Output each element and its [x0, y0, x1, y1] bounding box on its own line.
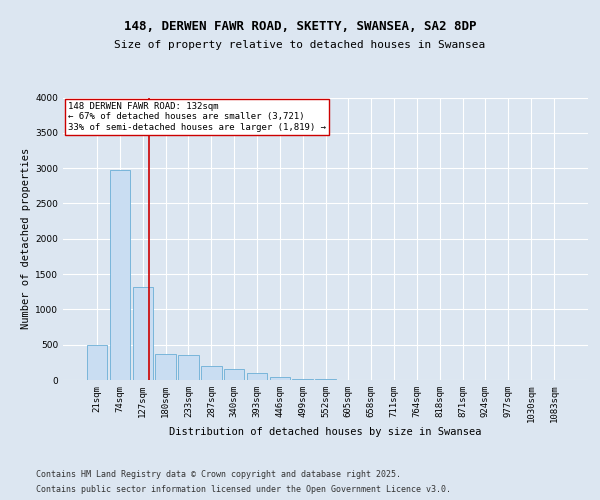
Bar [201, 366, 221, 380]
Text: Contains public sector information licensed under the Open Government Licence v3: Contains public sector information licen… [36, 484, 451, 494]
Bar [155, 354, 176, 380]
Text: 148 DERWEN FAWR ROAD: 132sqm
← 67% of detached houses are smaller (3,721)
33% of: 148 DERWEN FAWR ROAD: 132sqm ← 67% of de… [68, 102, 326, 132]
Bar [224, 369, 244, 380]
Bar [292, 379, 313, 380]
Bar [247, 373, 267, 380]
Bar [87, 344, 107, 380]
Bar [133, 287, 153, 380]
Bar [269, 377, 290, 380]
Y-axis label: Number of detached properties: Number of detached properties [21, 148, 31, 330]
Text: Size of property relative to detached houses in Swansea: Size of property relative to detached ho… [115, 40, 485, 50]
X-axis label: Distribution of detached houses by size in Swansea: Distribution of detached houses by size … [169, 426, 482, 436]
Text: 148, DERWEN FAWR ROAD, SKETTY, SWANSEA, SA2 8DP: 148, DERWEN FAWR ROAD, SKETTY, SWANSEA, … [124, 20, 476, 32]
Bar [178, 354, 199, 380]
Bar [110, 170, 130, 380]
Text: Contains HM Land Registry data © Crown copyright and database right 2025.: Contains HM Land Registry data © Crown c… [36, 470, 401, 479]
